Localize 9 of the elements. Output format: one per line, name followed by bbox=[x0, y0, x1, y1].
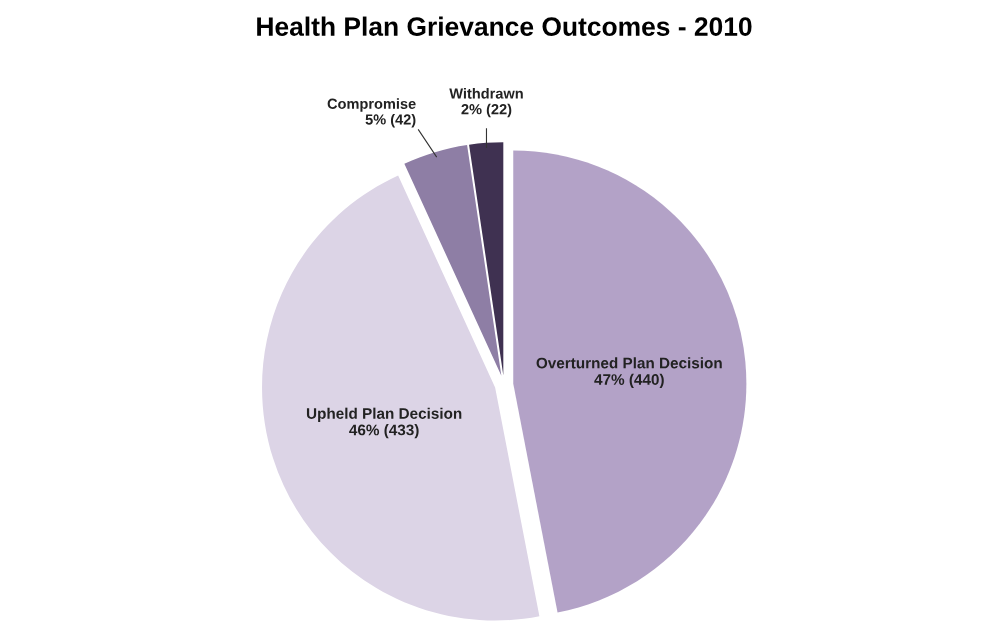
data-label: 46% (433) bbox=[349, 424, 419, 439]
data-label: 2% (22) bbox=[461, 103, 512, 118]
data-label: 5% (42) bbox=[365, 113, 416, 128]
slice-label: Compromise bbox=[327, 98, 416, 112]
slice-label: Upheld Plan Decision bbox=[306, 407, 462, 422]
slice-label: Overturned Plan Decision bbox=[536, 357, 722, 369]
chart-title: Health Plan Grievance Outcomes - 2010 bbox=[257, 16, 752, 36]
slice-label: Withdrawn bbox=[449, 87, 523, 99]
data-label: 47% (440) bbox=[594, 373, 664, 388]
